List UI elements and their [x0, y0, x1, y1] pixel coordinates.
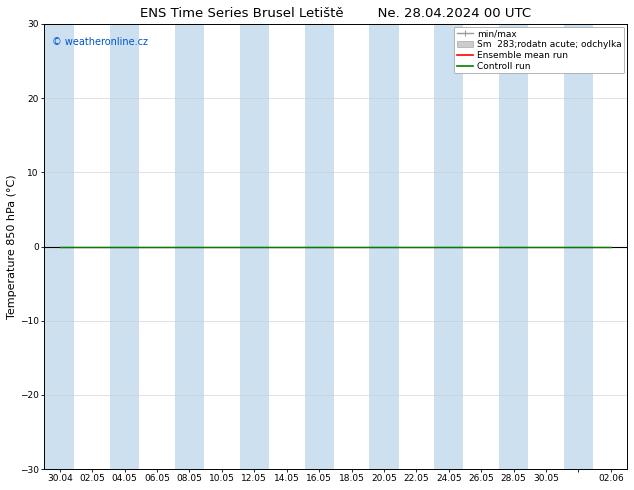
Bar	[175, 24, 204, 469]
Bar	[240, 24, 269, 469]
Bar	[45, 24, 74, 469]
Bar	[499, 24, 528, 469]
Legend: min/max, Sm  283;rodatn acute; odchylka, Ensemble mean run, Controll run: min/max, Sm 283;rodatn acute; odchylka, …	[455, 26, 624, 74]
Title: ENS Time Series Brusel Letiště        Ne. 28.04.2024 00 UTC: ENS Time Series Brusel Letiště Ne. 28.04…	[139, 7, 531, 20]
Bar	[110, 24, 139, 469]
Bar	[370, 24, 399, 469]
Bar	[304, 24, 333, 469]
Y-axis label: Temperature 850 hPa (°C): Temperature 850 hPa (°C)	[7, 174, 17, 319]
Text: © weatheronline.cz: © weatheronline.cz	[53, 37, 148, 47]
Bar	[434, 24, 463, 469]
Bar	[564, 24, 593, 469]
